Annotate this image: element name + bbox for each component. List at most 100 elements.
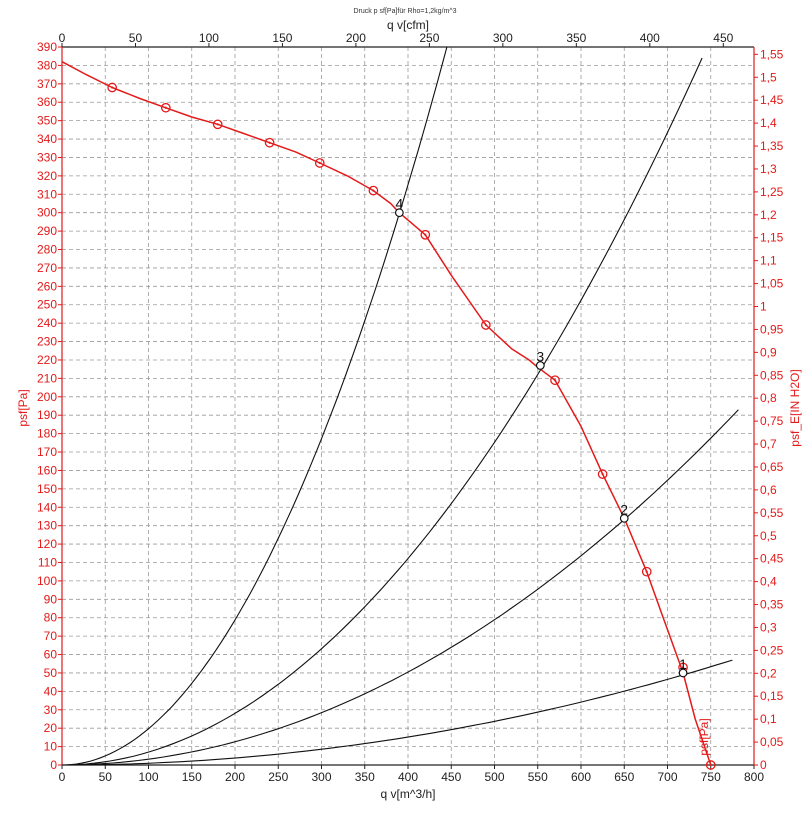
x-tick-label: 500 <box>484 770 504 784</box>
fan-marker <box>480 320 491 330</box>
y-tick-label: 190 <box>37 408 57 422</box>
fan-marker-dot <box>268 141 271 144</box>
y-tick-label: 140 <box>37 500 57 514</box>
y-tick-label: 160 <box>37 463 57 477</box>
y-right-tick-label: 0,4 <box>760 575 777 589</box>
y-tick-label: 240 <box>37 316 57 330</box>
y-tick-label: 150 <box>37 482 57 496</box>
x-tick-label: 100 <box>138 770 158 784</box>
x-tick-label: 50 <box>99 770 113 784</box>
y-right-tick-label: 0,6 <box>760 483 777 497</box>
y-right-tick-label: 1,55 <box>760 47 784 61</box>
chart-title: Druck p sf[Pa]für Rho=1,2kg/m^3 <box>353 8 456 15</box>
y-right-tick-label: 0,5 <box>760 529 777 543</box>
x-top-tick-label: 400 <box>640 31 660 45</box>
fan-marker-dot <box>318 161 321 165</box>
y-tick-label: 250 <box>37 298 57 312</box>
y-tick-label: 210 <box>37 371 57 385</box>
y-right-tick-label: 0,55 <box>760 506 784 520</box>
fan-marker <box>597 469 608 479</box>
y-right-tick-label: 0,25 <box>760 643 784 657</box>
operating-point-label-1: 1 <box>679 656 687 672</box>
y-right-tick-label: 0,8 <box>760 391 777 405</box>
y-tick-label: 130 <box>37 519 57 533</box>
y-tick-label: 290 <box>37 224 57 238</box>
fan-marker <box>160 102 171 113</box>
x-tick-label: 300 <box>311 770 331 784</box>
fan-marker-dot <box>553 379 557 382</box>
x-top-tick-label: 250 <box>419 31 439 45</box>
y-right-tick-label: 1,45 <box>760 93 784 107</box>
fan-marker <box>107 82 118 93</box>
fan-marker-dot <box>216 123 219 126</box>
operating-points: 1 2 3 4 <box>394 196 688 678</box>
fan-marker-dot <box>709 763 712 767</box>
y-tick-label: 300 <box>37 206 57 220</box>
y-tick-label: 340 <box>37 132 57 146</box>
y-tick-label: 10 <box>44 740 58 754</box>
y-tick-label: 330 <box>37 150 57 164</box>
y-right-tick-label: 0,9 <box>760 345 777 359</box>
fan-marker-dot <box>424 233 427 236</box>
fan-marker <box>550 375 560 386</box>
x-tick-label: 200 <box>225 770 245 784</box>
x-tick-label: 250 <box>268 770 288 784</box>
x-top-tick-label: 100 <box>199 31 219 45</box>
y-tick-label: 90 <box>44 592 58 606</box>
y-right-tick-label: 0,7 <box>760 437 777 451</box>
y-tick-label: 100 <box>37 574 57 588</box>
y-tick-label: 170 <box>37 445 57 459</box>
x-top-tick-label: 300 <box>493 31 513 45</box>
y-right-tick-label: 1,05 <box>760 277 784 291</box>
fan-marker <box>641 566 652 577</box>
x-tick-label: 750 <box>701 770 721 784</box>
y-tick-label: 40 <box>44 684 58 698</box>
y-tick-label: 20 <box>44 721 58 735</box>
x-top-tick-label: 350 <box>566 31 586 45</box>
y-right-tick-label: 0,05 <box>760 735 784 749</box>
y-tick-label: 280 <box>37 243 57 257</box>
y-right-tick-label: 1,5 <box>760 70 777 84</box>
system-curves <box>61 46 739 766</box>
fan-marker-dot <box>164 106 167 109</box>
fan-marker-dot <box>645 570 648 573</box>
fan-curve-markers <box>107 82 716 770</box>
y-right-tick-label: 0,1 <box>760 712 777 726</box>
y-tick-label: 0 <box>50 758 57 772</box>
axes: 0 50 100 150 200 250 300 350 400 450 500 550 600 650 7… <box>37 31 784 784</box>
y-tick-label: 270 <box>37 261 57 275</box>
y-tick-label: 30 <box>44 703 58 717</box>
y-tick-label: 180 <box>37 427 57 441</box>
y-right-tick-label: 0,65 <box>760 460 784 474</box>
y-tick-label: 110 <box>38 555 57 569</box>
y-right-axis-label: psf_E[IN H2O] <box>788 369 802 446</box>
x-tick-label: 0 <box>59 770 66 784</box>
x-tick-label: 150 <box>182 770 202 784</box>
x-top-tick-label: 450 <box>713 31 733 45</box>
y-right-tick-label: 1,25 <box>760 185 784 199</box>
y-tick-label: 220 <box>37 353 57 367</box>
y-right-tick-label: 1,35 <box>760 139 784 153</box>
fan-marker-dot <box>484 323 487 327</box>
y-right-tick-label: 1,2 <box>760 208 777 222</box>
y-tick-label: 60 <box>44 648 58 662</box>
y-tick-label: 370 <box>37 77 57 91</box>
grid <box>62 47 754 765</box>
y-tick-label: 360 <box>37 95 57 109</box>
y-tick-label: 200 <box>37 390 57 404</box>
y-right-tick-label: 0 <box>760 758 767 772</box>
y-tick-label: 390 <box>37 40 57 54</box>
operating-point-4 <box>394 208 404 218</box>
y-tick-label: 70 <box>44 629 58 643</box>
system-curve-3 <box>61 57 703 766</box>
fan-marker-dot <box>372 189 375 192</box>
fan-curve <box>61 61 712 766</box>
y-right-tick-label: 0,75 <box>760 414 784 428</box>
y-right-tick-label: 1,15 <box>760 231 784 245</box>
operating-point-label-3: 3 <box>536 348 544 364</box>
fan-marker <box>264 137 275 148</box>
x-tick-label: 450 <box>441 770 461 784</box>
y-right-tick-label: 0,85 <box>760 368 784 382</box>
fan-curve-line <box>61 61 712 766</box>
fan-marker-dot <box>681 666 685 669</box>
